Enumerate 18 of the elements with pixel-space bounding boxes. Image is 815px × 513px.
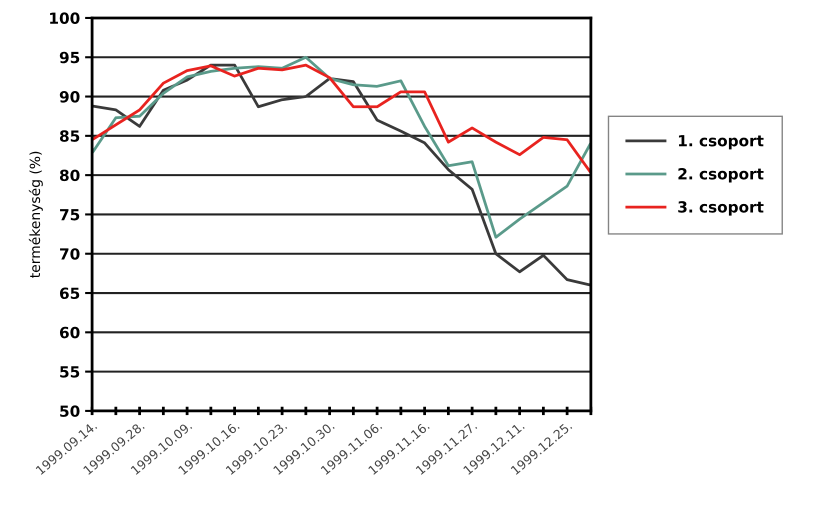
y-tick-label: 50 [60, 405, 80, 417]
legend-label: 1. csoport [678, 135, 764, 150]
y-tick-label: 70 [60, 248, 80, 260]
y-tick-label: 85 [60, 130, 80, 142]
y-tick-label: 90 [60, 91, 80, 103]
y-tick-label: 100 [50, 12, 80, 24]
legend-label: 3. csoport [678, 201, 764, 216]
line-series [92, 56, 591, 239]
y-tick-label: 65 [60, 288, 80, 300]
y-axis-title: termékenység (%) [28, 152, 43, 278]
line-series [92, 64, 591, 287]
legend-label: 2. csoport [678, 168, 764, 183]
y-tick-label: 95 [60, 52, 80, 64]
y-tick-label: 60 [60, 326, 80, 338]
line-series [92, 64, 591, 174]
y-tick-label: 80 [60, 170, 80, 182]
y-tick-label: 55 [60, 366, 80, 378]
y-tick-label: 75 [60, 209, 80, 220]
